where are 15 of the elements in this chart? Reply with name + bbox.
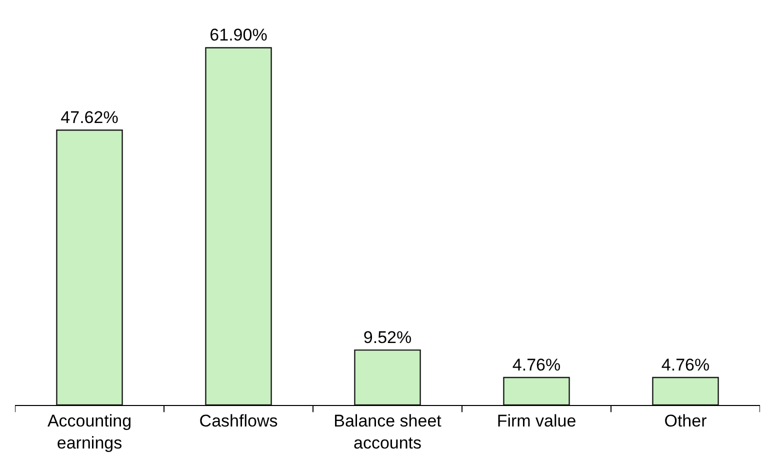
x-tick-label: Cashflows xyxy=(199,411,278,430)
x-tick-label: Balance sheet accounts xyxy=(334,411,442,452)
bar xyxy=(205,47,272,405)
bar xyxy=(652,376,719,405)
bar xyxy=(354,349,421,405)
x-tick-label: Accounting earnings xyxy=(47,411,132,452)
x-tick-label: Other xyxy=(664,411,708,430)
data-label: 9.52% xyxy=(363,328,412,348)
bar xyxy=(56,130,123,405)
data-label: 61.90% xyxy=(210,26,268,45)
x-tick-label: Firm value xyxy=(496,411,576,430)
data-label: 4.76% xyxy=(661,356,710,375)
data-label: 4.76% xyxy=(512,356,561,375)
data-label: 47.62% xyxy=(60,108,118,128)
bar xyxy=(503,376,570,405)
